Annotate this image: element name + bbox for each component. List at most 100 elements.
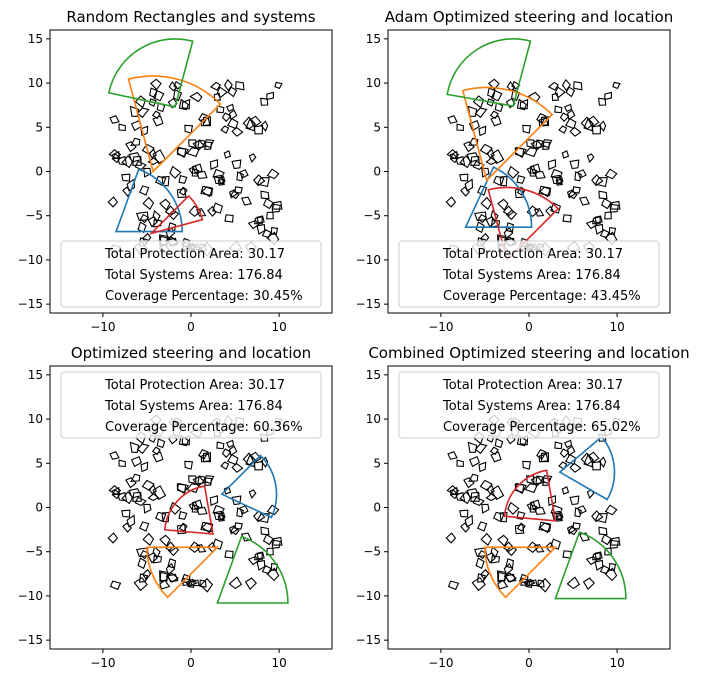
system-rectangle (121, 154, 134, 169)
system-rectangle (497, 571, 506, 582)
system-rectangle (134, 496, 147, 507)
system-rectangle (149, 78, 162, 91)
system-rectangle (161, 175, 170, 187)
system-rectangle (456, 123, 464, 131)
system-rectangle (565, 86, 576, 98)
system-rectangle (109, 115, 120, 124)
y-tick-label: 10 (366, 412, 381, 426)
protection-sector-1 (114, 168, 184, 233)
system-rectangle (566, 445, 576, 457)
system-rectangle (188, 165, 199, 174)
legend-box (398, 240, 660, 308)
system-rectangle (152, 210, 161, 222)
system-rectangle (479, 143, 493, 156)
y-tick-label: 0 (35, 165, 43, 179)
system-rectangle (494, 438, 504, 449)
system-rectangle (209, 495, 219, 507)
system-rectangle (536, 113, 547, 124)
system-rectangle (514, 482, 527, 495)
system-rectangle (152, 451, 164, 463)
system-rectangle (547, 159, 557, 171)
system-rectangle (490, 89, 503, 102)
system-rectangle (117, 155, 128, 166)
system-rectangle (533, 543, 545, 553)
system-rectangle (117, 491, 128, 502)
system-rectangle (200, 185, 214, 197)
system-rectangle (529, 163, 541, 175)
system-rectangle (152, 89, 165, 102)
system-rectangle (184, 460, 194, 470)
y-tick-label: 15 (366, 32, 381, 46)
system-rectangle (152, 555, 163, 564)
protection-sector-3 (554, 531, 627, 600)
chart-panel-4: Combined Optimized steering and location… (356, 344, 690, 670)
system-rectangle (249, 115, 262, 128)
system-rectangle (181, 98, 191, 110)
system-rectangle (486, 484, 495, 495)
y-tick-label: −5 (25, 545, 43, 559)
system-rectangle (149, 87, 158, 99)
system-rectangle (569, 126, 582, 137)
protection-sector-4 (487, 186, 560, 262)
system-rectangle (228, 445, 238, 457)
system-rectangle (486, 98, 495, 107)
system-rectangle (108, 484, 122, 496)
system-rectangle (266, 211, 274, 220)
system-rectangle (254, 216, 263, 225)
chart-panel-3: Optimized steering and location Total Pro… (18, 344, 333, 670)
system-rectangle (578, 196, 591, 206)
system-rectangle (189, 579, 200, 587)
system-rectangle (587, 115, 600, 128)
system-rectangle (609, 539, 619, 549)
y-tick-label: −15 (356, 633, 381, 647)
system-rectangle (178, 98, 189, 111)
system-rectangle (200, 521, 214, 533)
system-rectangle (178, 186, 188, 196)
system-rectangle (477, 213, 488, 224)
x-tick-label: 10 (271, 320, 286, 334)
system-rectangle (152, 546, 161, 558)
x-tick-label: 10 (609, 320, 624, 334)
system-rectangle (554, 105, 563, 114)
system-rectangle (159, 571, 168, 582)
system-rectangle (592, 216, 601, 225)
system-rectangle (480, 568, 490, 581)
system-rectangle (236, 171, 244, 182)
system-rectangle (191, 163, 203, 175)
system-rectangle (507, 165, 520, 179)
y-tick-label: 5 (35, 456, 43, 470)
system-rectangle (248, 153, 257, 163)
system-rectangle (547, 495, 557, 507)
system-rectangle (229, 526, 240, 536)
y-tick-label: 10 (366, 76, 381, 90)
system-rectangle (598, 456, 607, 468)
system-rectangle (231, 159, 242, 170)
system-rectangle (226, 117, 239, 130)
system-rectangle (118, 459, 126, 467)
system-rectangle (224, 214, 234, 223)
system-rectangle (167, 573, 179, 583)
system-rectangle (455, 155, 466, 166)
system-rectangle (470, 155, 480, 166)
system-rectangle (147, 552, 158, 564)
system-rectangle (524, 483, 538, 494)
system-rectangle (164, 541, 177, 552)
system-rectangle (481, 503, 490, 514)
chart-panel-1: Random Rectangles and systems Total Prote… (18, 8, 333, 334)
system-rectangle (125, 477, 137, 489)
system-rectangle (586, 489, 595, 499)
system-rectangle (591, 460, 602, 471)
system-rectangle (195, 543, 207, 553)
system-rectangle (505, 545, 518, 557)
system-rectangle (261, 228, 272, 239)
system-rectangle (130, 455, 142, 468)
system-rectangle (599, 228, 610, 239)
system-rectangle (253, 510, 266, 523)
system-rectangle (220, 461, 230, 470)
chart-title: Combined Optimized steering and location (368, 344, 689, 362)
y-tick-label: −10 (18, 253, 43, 267)
system-rectangle (561, 486, 570, 495)
system-rectangle (213, 510, 225, 521)
system-rectangle (476, 185, 488, 196)
system-rectangle (159, 198, 171, 211)
